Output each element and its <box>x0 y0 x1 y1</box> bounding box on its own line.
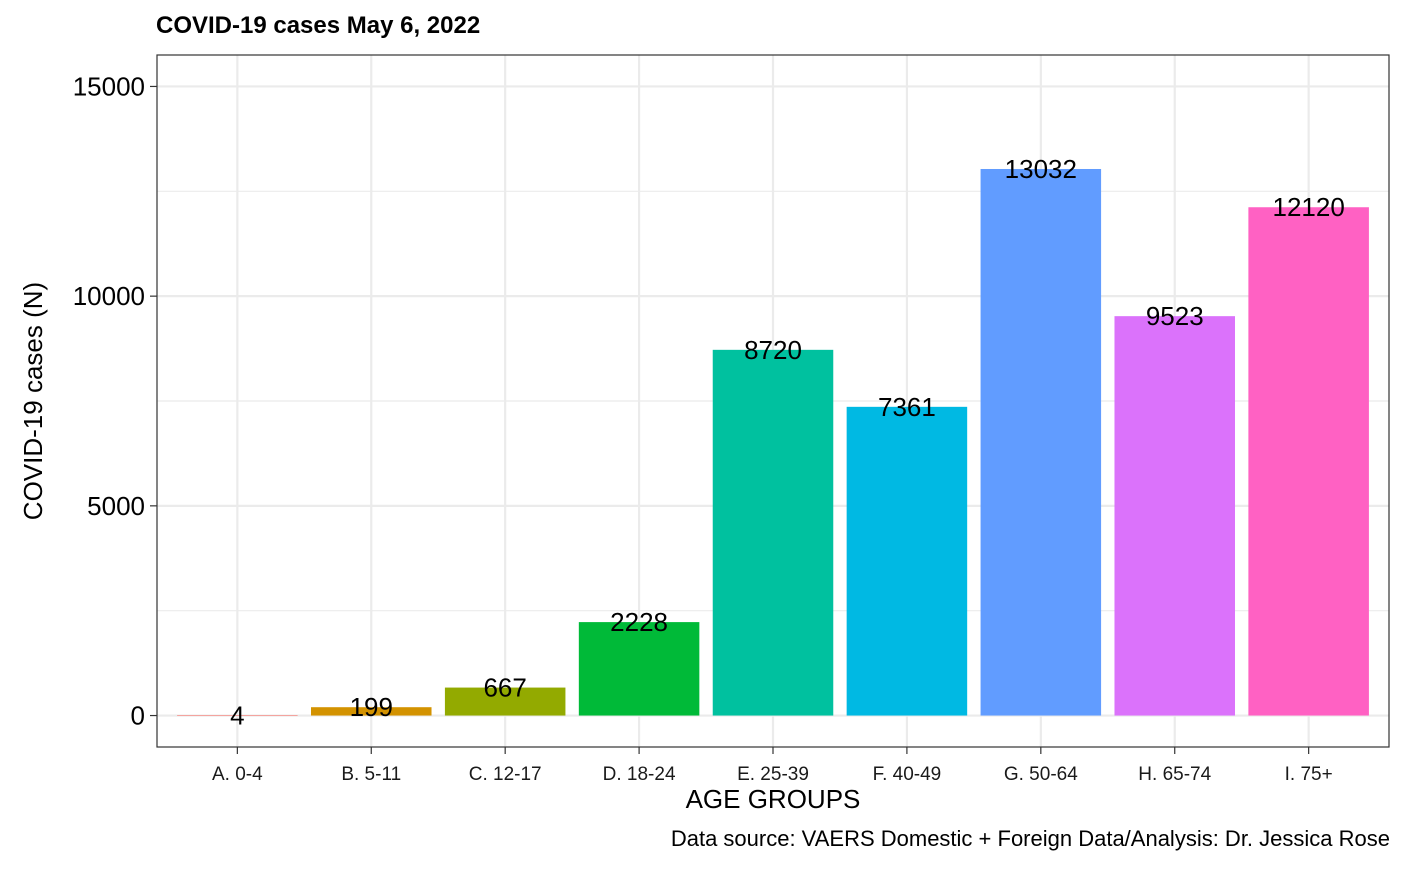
bars <box>177 168 1369 716</box>
bar-value-label: 199 <box>350 692 393 722</box>
x-axis: A. 0-4 B. 5-11 C. 12-17 D. 18-24 E. 25-39 F. … <box>212 747 1333 785</box>
x-tick-label: G. 50-64 <box>1004 764 1078 785</box>
x-axis-title: AGE GROUPS <box>686 784 861 814</box>
bar-value-label: 2228 <box>610 607 668 637</box>
bar <box>177 715 298 716</box>
y-axis: 0 5000 10000 15000 <box>73 71 157 731</box>
bar-value-label: 4 <box>230 700 244 730</box>
y-tick-label: 15000 <box>73 71 145 101</box>
y-tick-label: 10000 <box>73 281 145 311</box>
x-tick-label: A. 0-4 <box>212 764 263 785</box>
bar <box>311 707 432 716</box>
bar-value-label: 8720 <box>744 335 802 365</box>
chart-title: COVID-19 cases May 6, 2022 <box>156 12 481 39</box>
x-tick-label: F. 40-49 <box>873 764 942 785</box>
bar-value-label: 13032 <box>1005 154 1077 184</box>
bar <box>444 687 566 716</box>
bar <box>846 406 968 716</box>
chart-caption: Data source: VAERS Domestic + Foreign Da… <box>670 826 1390 851</box>
bar-value-label: 7361 <box>878 392 936 422</box>
x-tick-label: C. 12-17 <box>469 764 542 785</box>
bar-value-label: 667 <box>483 673 526 703</box>
y-axis-title: COVID-19 cases (N) <box>18 282 48 520</box>
bar <box>1114 316 1235 716</box>
y-tick-label: 0 <box>131 701 145 731</box>
bar <box>1248 207 1369 716</box>
x-tick-label: H. 65-74 <box>1138 764 1211 785</box>
x-tick-label: E. 25-39 <box>737 764 809 785</box>
bar <box>980 168 1102 716</box>
bar <box>712 349 834 716</box>
x-tick-label: D. 18-24 <box>603 764 676 785</box>
x-tick-label: B. 5-11 <box>341 764 401 785</box>
x-tick-label: I. 75+ <box>1285 764 1333 785</box>
bar-value-label: 9523 <box>1146 301 1204 331</box>
bar-value-label: 12120 <box>1272 192 1344 222</box>
y-tick-label: 5000 <box>87 491 145 521</box>
data-labels: 4 199 667 2228 8720 7361 13032 9523 12120 <box>230 154 1345 730</box>
bar <box>578 622 700 716</box>
